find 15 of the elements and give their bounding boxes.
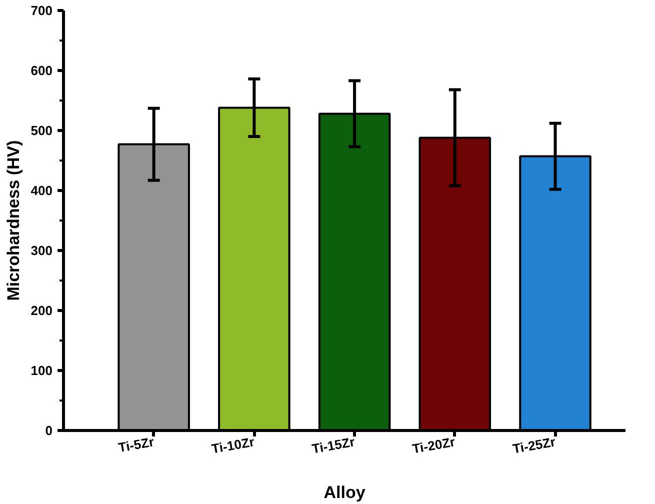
y-tick-label: 600 — [30, 63, 53, 78]
y-tick-label: 0 — [45, 423, 53, 438]
x-axis-title: Alloy — [324, 482, 366, 502]
x-tick-label: Ti-15Zr — [310, 434, 356, 456]
x-tick-label: Ti-5Zr — [117, 434, 156, 456]
y-tick-label: 400 — [30, 183, 53, 198]
y-tick-label: 100 — [30, 363, 53, 378]
y-tick-label: 300 — [30, 243, 53, 258]
x-tick-label: Ti-25Zr — [511, 434, 557, 456]
y-tick-label: 500 — [30, 123, 53, 138]
y-tick-label: 700 — [30, 3, 53, 18]
x-tick-label: Ti-10Zr — [210, 434, 256, 456]
y-axis-title: Microhardness (HV) — [4, 140, 23, 301]
y-tick-label: 200 — [30, 303, 53, 318]
x-tick-label: Ti-20Zr — [411, 434, 456, 456]
